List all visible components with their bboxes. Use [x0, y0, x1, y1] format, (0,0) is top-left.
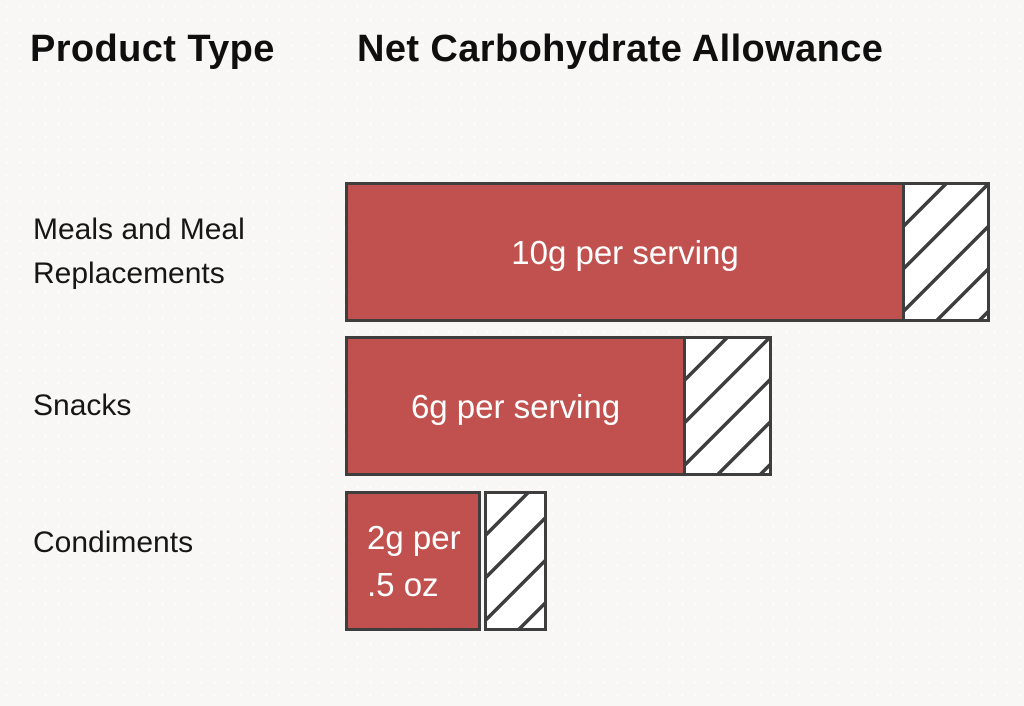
column-header-product-type: Product Type: [30, 28, 275, 70]
bar-condiments-solid-segment: 2g per .5 oz: [345, 491, 481, 631]
bar-meals-and-meal-replacements: 10g per serving: [345, 182, 990, 322]
bar-meals-solid-segment: 10g per serving: [345, 182, 905, 322]
bar-snacks-hatch-segment: [683, 336, 772, 476]
category-label-meals-and-meal-replacements: Meals and Meal Replacements: [33, 213, 245, 290]
category-label-condiments: Condiments: [33, 526, 194, 559]
bar-meals-hatch-segment: [902, 182, 990, 322]
bar-snacks-value-label: 6g per serving: [410, 387, 621, 425]
bar-snacks-solid-segment: 6g per serving: [345, 336, 686, 476]
bar-condiments: 2g per .5 oz: [345, 491, 547, 631]
bar-condiments-value-label: 2g per .5 oz: [367, 519, 461, 603]
column-header-net-carbohydrate-allowance: Net Carbohydrate Allowance: [357, 28, 884, 70]
bar-condiments-hatch-segment: [484, 491, 547, 631]
category-label-snacks: Snacks: [33, 389, 132, 422]
bar-meals-value-label: 10g per serving: [511, 233, 739, 271]
bar-snacks: 6g per serving: [345, 336, 772, 476]
